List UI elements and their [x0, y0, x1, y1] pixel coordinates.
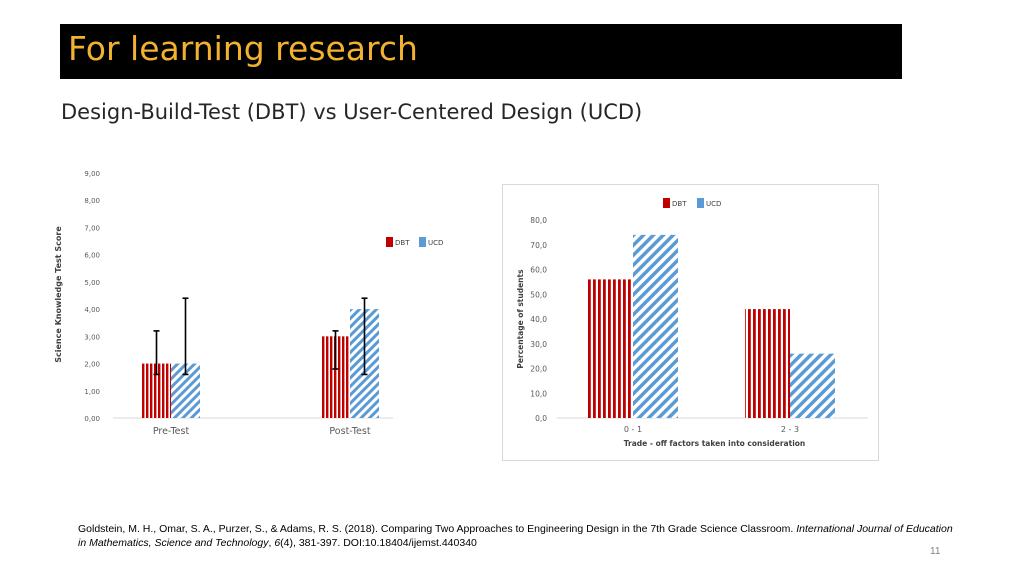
bar-ucd [633, 234, 678, 418]
chart-tradeoff: 0,0 10,0 20,0 30,0 40,0 50,0 60,0 70,0 80,0 Perce… [502, 184, 879, 461]
citation-rest: (4), 381-397. DOI:10.18404/ijemst.440340 [280, 537, 477, 549]
citation-sep: , [268, 537, 275, 549]
legend-label-ucd: UCD [428, 239, 443, 247]
title-bar: For learning research [60, 24, 902, 79]
legend-swatch-dbt [663, 198, 670, 208]
legend-swatch-dbt [386, 237, 393, 247]
citation-journal: International Journal of Education in Ma… [78, 523, 953, 549]
citation: Goldstein, M. H., Omar, S. A., Purzer, S… [78, 522, 958, 550]
legend-swatch-ucd [419, 237, 426, 247]
y-tick-label: 3,00 [84, 333, 100, 341]
y-axis-label: Science Knowledge Test Score [54, 226, 63, 363]
chart-test-score: 0,00 1,00 2,00 3,00 4,00 5,00 6,00 7,00 8,00 9,00… [38, 145, 478, 462]
bar-ucd [790, 353, 835, 418]
bar-dbt [745, 309, 790, 418]
y-tick-label: 0,00 [84, 415, 100, 423]
page-number: 11 [930, 546, 941, 557]
y-tick-label: 8,00 [84, 197, 100, 205]
legend-label-ucd: UCD [706, 200, 721, 208]
x-axis-label: Trade - off factors taken into considera… [624, 439, 806, 448]
y-tick-label: 0,0 [535, 414, 547, 423]
chart-tradeoff-svg: 0,0 10,0 20,0 30,0 40,0 50,0 60,0 70,0 80,0 Perce… [516, 198, 868, 448]
y-tick-label: 5,00 [84, 279, 100, 287]
citation-authors: Goldstein, M. H., Omar, S. A., Purzer, S… [78, 523, 797, 535]
citation-volume: 6 [274, 537, 281, 549]
legend-swatch-ucd [697, 198, 704, 208]
y-tick-label: 4,00 [84, 306, 100, 314]
y-tick-label: 2,00 [84, 361, 100, 369]
slide-title: For learning research [68, 29, 418, 68]
y-tick-label: 1,00 [84, 388, 100, 396]
y-axis-label: Percentage of students [516, 269, 525, 369]
legend-label-dbt: DBT [672, 200, 687, 208]
y-tick-label: 80,0 [530, 216, 547, 225]
y-tick-label: 70,0 [530, 241, 547, 250]
y-tick-label: 50,0 [530, 290, 547, 299]
y-tick-label: 40,0 [530, 315, 547, 324]
x-tick-label: Post-Test [329, 426, 370, 437]
y-tick-label: 10,0 [530, 389, 547, 398]
y-tick-label: 7,00 [84, 224, 100, 232]
x-tick-label: Pre-Test [153, 426, 190, 437]
x-tick-label: 2 - 3 [781, 425, 799, 434]
y-tick-label: 9,00 [84, 170, 100, 178]
bar-dbt [588, 279, 633, 418]
y-tick-label: 6,00 [84, 252, 100, 260]
slide-subtitle: Design-Build-Test (DBT) vs User-Centered… [61, 100, 643, 124]
y-tick-label: 30,0 [530, 340, 547, 349]
y-tick-label: 20,0 [530, 365, 547, 374]
x-tick-label: 0 - 1 [624, 425, 642, 434]
chart-test-score-svg: 0,00 1,00 2,00 3,00 4,00 5,00 6,00 7,00 8,00 9,00… [54, 170, 443, 437]
y-tick-label: 60,0 [530, 266, 547, 275]
legend-label-dbt: DBT [395, 239, 410, 247]
